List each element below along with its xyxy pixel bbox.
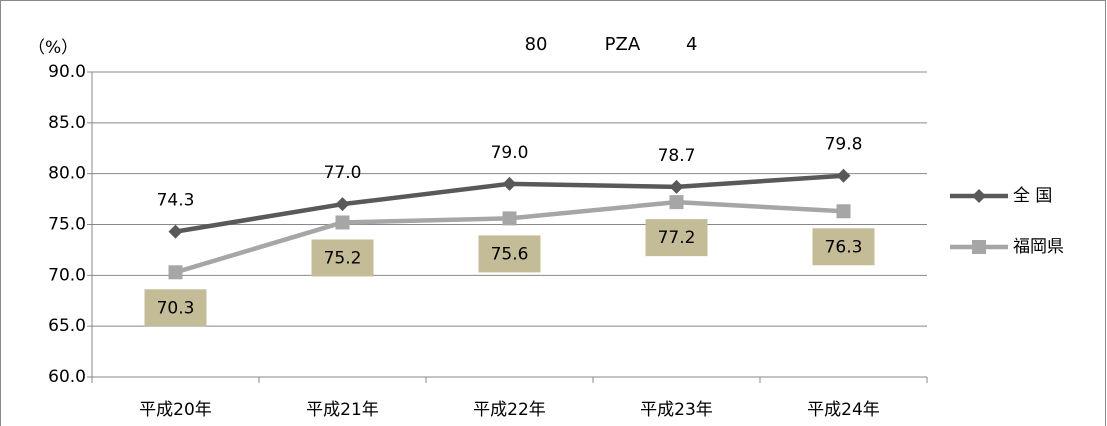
x-tick-label: 平成22年 [473, 400, 546, 420]
data-label: 77.0 [324, 163, 362, 183]
y-tick-label: 85.0 [48, 113, 86, 133]
chart-title: 80 PZA 4 [525, 34, 698, 55]
label-box [144, 289, 207, 327]
legend-label: 福岡県 [1013, 237, 1064, 257]
data-label: 70.3 [157, 298, 195, 318]
y-tick-label: 75.0 [48, 215, 86, 235]
marker [669, 195, 684, 210]
data-label: 78.7 [658, 146, 696, 166]
legend-marker [972, 240, 986, 254]
data-label: 77.2 [658, 228, 696, 248]
legend-label: 全 国 [1013, 186, 1052, 206]
x-tick-label: 平成20年 [139, 400, 212, 420]
data-label: 79.0 [491, 143, 529, 163]
data-label: 75.2 [324, 248, 362, 268]
marker [502, 176, 517, 191]
marker [168, 224, 183, 239]
marker [836, 168, 851, 183]
label-box [311, 239, 374, 277]
y-tick-label: 80.0 [48, 164, 86, 184]
marker [836, 204, 851, 219]
y-tick-label: 60.0 [48, 367, 86, 387]
label-box [645, 219, 708, 257]
x-tick-label: 平成21年 [306, 400, 379, 420]
data-label: 75.6 [491, 244, 529, 264]
marker [335, 197, 350, 212]
legend-marker [972, 189, 986, 203]
x-tick-label: 平成24年 [807, 400, 880, 420]
y-tick-label: 90.0 [48, 62, 86, 82]
marker [669, 179, 684, 194]
y-axis-label: （%） [28, 38, 78, 58]
marker [335, 215, 350, 230]
data-label: 74.3 [157, 191, 195, 211]
label-box [812, 228, 875, 266]
y-tick-label: 65.0 [48, 316, 86, 336]
data-label: 79.8 [825, 135, 863, 155]
x-tick-label: 平成23年 [640, 400, 713, 420]
data-label: 76.3 [825, 237, 863, 257]
marker [168, 265, 183, 280]
marker [502, 211, 517, 226]
y-tick-label: 70.0 [48, 265, 86, 285]
label-box [478, 235, 541, 273]
